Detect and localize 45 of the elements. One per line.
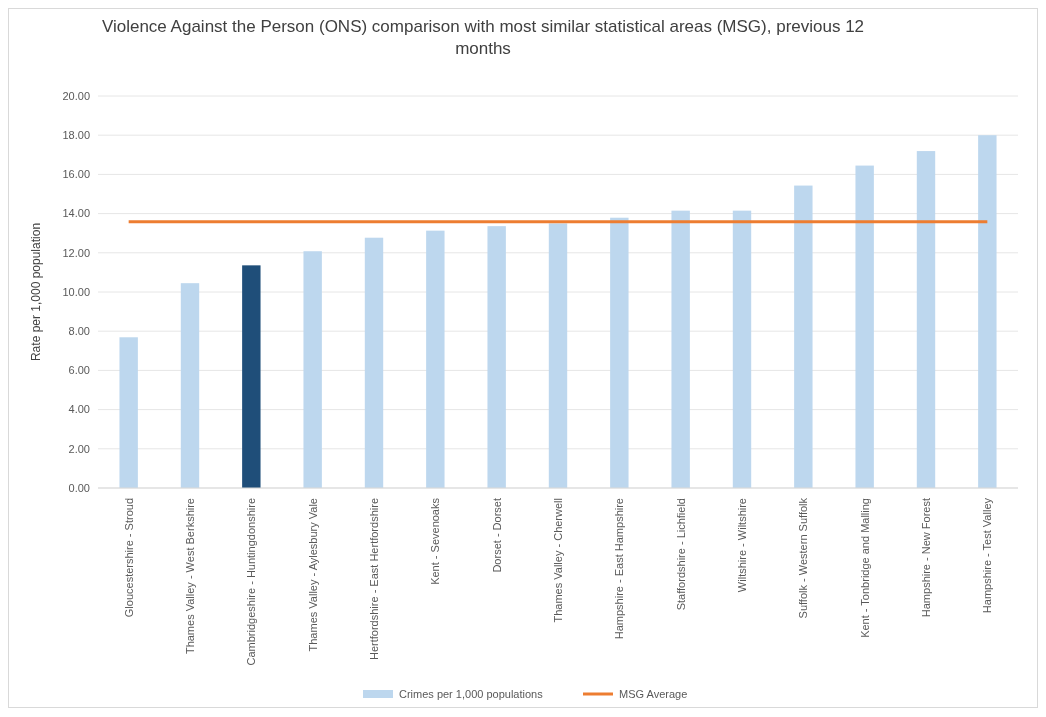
y-tick-label: 10.00 [62,285,90,298]
x-tick-label: Thames Valley - Aylesbury Vale [306,498,319,652]
y-tick-label: 4.00 [68,403,90,416]
x-tick-label: Suffolk - Western Suffolk [797,497,810,619]
y-tick-label: 2.00 [68,442,90,455]
bar [671,210,690,488]
legend-label: Crimes per 1,000 populations [399,687,544,700]
bar [426,230,445,488]
y-tick-label: 14.00 [62,207,90,220]
x-tick-label: Thames Valley - West Berkshire [183,498,196,655]
x-tick-label: Kent - Sevenoaks [429,497,442,585]
bar [548,223,568,488]
x-tick-label: Kent - Tonbridge and Malling [858,498,871,638]
y-tick-label: 16.00 [62,168,90,181]
legend-label: MSG Average [619,687,688,700]
bar [119,337,138,488]
x-tick-label: Gloucestershire - Stroud [122,498,135,618]
bar [180,283,200,488]
bar [855,165,874,488]
bar [732,210,752,488]
x-tick-label: Cambridgeshire - Huntingdonshire [245,498,258,666]
bar [487,226,506,488]
bar [364,237,384,488]
y-axis-title: Rate per 1,000 population [29,222,43,362]
x-tick-label: Hampshire - East Hampshire [613,498,626,640]
x-tick-label: Thames Valley - Cherwell [551,498,564,623]
bar [303,251,322,488]
bar [978,135,997,488]
x-tick-label: Wiltshire - Wiltshire [735,498,748,593]
y-tick-label: 6.00 [68,364,90,377]
y-tick-label: 12.00 [62,246,90,259]
y-tick-label: 0.00 [68,481,90,494]
y-tick-label: 20.00 [62,89,90,102]
bar [916,151,936,488]
y-tick-label: 8.00 [68,325,90,338]
x-tick-label: Hampshire - New Forest [919,498,932,618]
x-tick-label: Hertfordshire - East Hertfordshire [367,498,380,660]
x-tick-label: Staffordshire - Lichfield [674,498,687,611]
bar [610,217,629,488]
bar [242,265,261,488]
bar [794,185,813,488]
chart-title: Violence Against the Person (ONS) comparison with most similar statistical areas (MSG), previous 12 months [101,17,865,58]
x-tick-label: Dorset - Dorset [490,498,503,573]
y-tick-label: 18.00 [62,129,90,142]
x-tick-label: Hampshire - Test Valley [981,497,994,614]
